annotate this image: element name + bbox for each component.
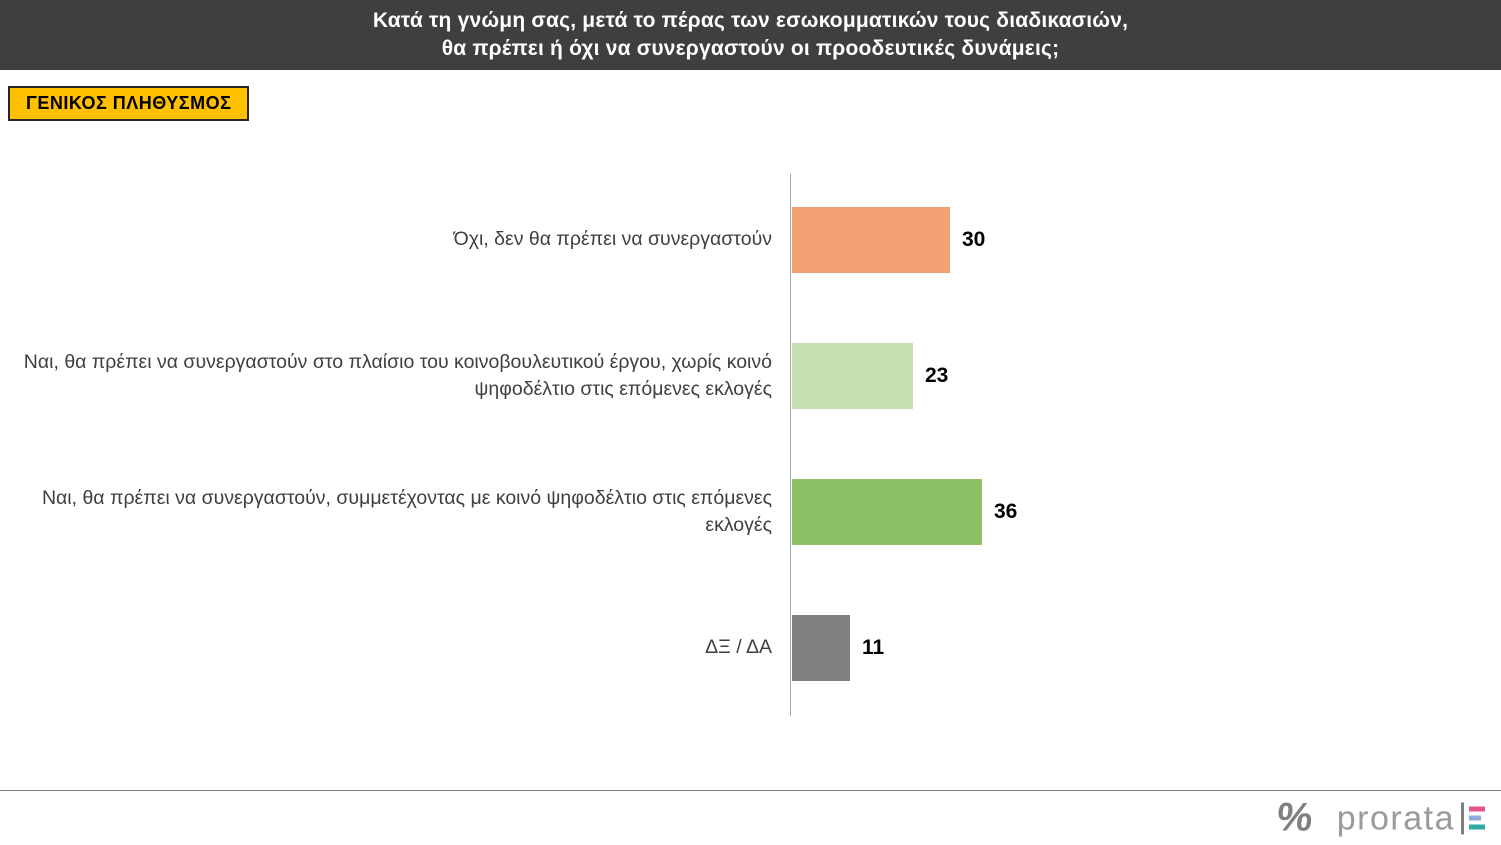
- logo-mark-icon: [1469, 806, 1485, 830]
- bar-label: Ναι, θα πρέπει να συνεργαστούν στο πλαίσ…: [23, 350, 772, 400]
- question-line-1: Κατά τη γνώμη σας, μετά το πέρας των εσω…: [372, 9, 1129, 32]
- value-label: 23: [925, 364, 949, 387]
- logo-divider: [1461, 802, 1464, 834]
- footer: % prorata: [0, 790, 1501, 845]
- bar-label: Ναι, θα πρέπει να συνεργαστούν, συμμετέχ…: [41, 486, 772, 536]
- question-header: Κατά τη γνώμη σας, μετά το πέρας των εσω…: [0, 0, 1501, 70]
- question-line-2: θα πρέπει ή όχι να συνεργαστούν οι προοδ…: [441, 37, 1060, 60]
- bar: [792, 343, 913, 409]
- bar-row: ΔΞ / ΔΑ 11: [0, 580, 1501, 716]
- axis-line: [790, 174, 791, 716]
- value-label: 36: [994, 500, 1018, 523]
- value-label: 11: [862, 636, 885, 659]
- bar: [792, 479, 982, 545]
- bar-label: ΔΞ / ΔΑ: [705, 636, 772, 659]
- bar-row: Ναι, θα πρέπει να συνεργαστούν στο πλαίσ…: [0, 308, 1501, 444]
- bar: [792, 207, 950, 273]
- brand-wordmark: prorata: [1336, 799, 1455, 837]
- brand-logo: % prorata: [1274, 795, 1485, 841]
- percent-icon: %: [1274, 795, 1316, 840]
- bar: [792, 615, 850, 681]
- bar-chart: Όχι, δεν θα πρέπει να συνεργαστούν 30 Να…: [0, 172, 1501, 716]
- value-label: 30: [962, 228, 986, 251]
- bar-row: Όχι, δεν θα πρέπει να συνεργαστούν 30: [0, 172, 1501, 308]
- bar-row: Ναι, θα πρέπει να συνεργαστούν, συμμετέχ…: [0, 444, 1501, 580]
- population-badge: ΓΕΝΙΚΟΣ ΠΛΗΘΥΣΜΟΣ: [8, 86, 250, 121]
- bar-label: Όχι, δεν θα πρέπει να συνεργαστούν: [453, 228, 772, 251]
